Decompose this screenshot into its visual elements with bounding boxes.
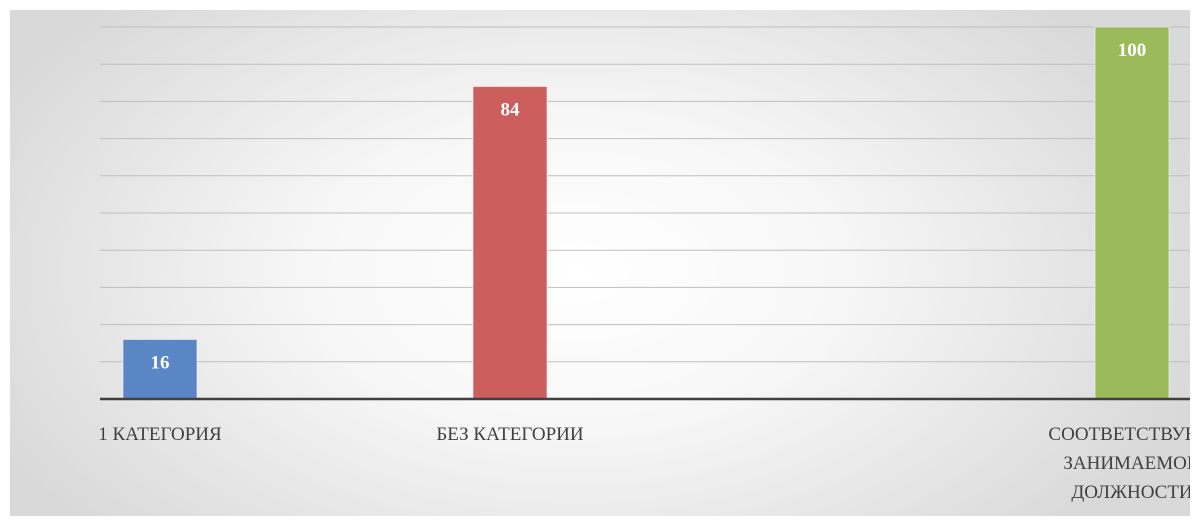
bar — [472, 86, 548, 400]
data-label: 16 — [151, 352, 170, 373]
chart-area: 16 84 100 1 КАТЕГОРИЯ БЕЗ КАТЕГОРИИ СООТВЕТСТ… — [10, 10, 1190, 516]
category-label: БЕЗ КАТЕГОРИИ — [436, 424, 583, 445]
category-label: СООТВЕТСТВУЮТ — [1048, 424, 1190, 445]
data-label: 100 — [1118, 40, 1147, 61]
category-label: ДОЛЖНОСТИ — [1071, 482, 1190, 503]
category-label: 1 КАТЕГОРИЯ — [98, 424, 222, 445]
bar-chart: 16 84 100 1 КАТЕГОРИЯ БЕЗ КАТЕГОРИИ СООТВЕТСТ… — [98, 26, 1190, 503]
bar — [1094, 26, 1170, 400]
data-label: 84 — [501, 100, 521, 121]
bar — [122, 338, 198, 400]
category-label: ЗАНИМАЕМОЙ — [1063, 453, 1190, 474]
